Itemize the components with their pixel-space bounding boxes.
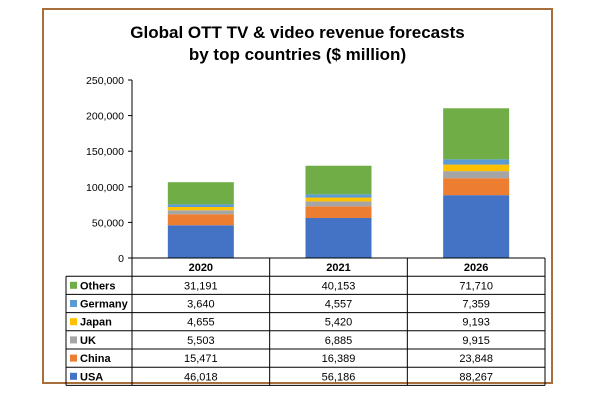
legend-label-germany: Germany (80, 299, 129, 311)
legend-key-germany (70, 300, 77, 307)
data-label: 46,018 (184, 371, 218, 383)
chart-title-line-2: by top countries ($ million) (188, 45, 407, 64)
chart-title-line-1: Global OTT TV & video revenue forecasts (130, 23, 465, 42)
legend-key-usa (70, 372, 77, 380)
data-label: 4,557 (325, 299, 353, 311)
bar-segment-others (167, 182, 234, 205)
data-label: 56,186 (322, 371, 356, 383)
data-label: 5,503 (187, 335, 215, 347)
y-tick-label: 50,000 (92, 217, 124, 229)
data-label: 5,420 (325, 317, 353, 329)
data-label: 31,191 (184, 280, 218, 292)
y-tick-label: 0 (118, 253, 124, 265)
x-category-label: 2026 (464, 262, 488, 274)
bar-segment-germany (443, 159, 510, 165)
x-category-label: 2021 (326, 262, 350, 274)
legend-key-others (70, 281, 77, 289)
legend-label-china: China (80, 353, 111, 365)
data-label: 16,389 (322, 353, 356, 365)
y-tick-label: 200,000 (86, 111, 124, 123)
bar-segment-china (167, 214, 234, 226)
x-category-label: 2020 (189, 262, 213, 274)
bar-segment-germany (167, 204, 234, 207)
chart-title: Global OTT TV & video revenue forecasts … (44, 22, 551, 66)
data-label: 3,640 (187, 299, 215, 311)
legend-key-china (70, 354, 77, 362)
data-label: 23,848 (459, 353, 493, 365)
data-label: 9,915 (462, 335, 490, 347)
legend-label-uk: UK (80, 335, 96, 347)
bar-segment-japan (443, 164, 510, 172)
bar-segment-japan (167, 206, 234, 211)
data-label: 15,471 (184, 353, 218, 365)
bar-segment-uk (443, 171, 510, 179)
legend-label-others: Others (80, 280, 115, 292)
legend-key-japan (70, 318, 77, 326)
bar-segment-uk (305, 201, 372, 207)
legend-label-usa: USA (80, 371, 103, 383)
legend-label-japan: Japan (80, 317, 112, 329)
bar-segment-usa (443, 195, 510, 258)
data-label: 7,359 (462, 299, 490, 311)
y-tick-label: 250,000 (86, 75, 124, 87)
bar-segment-china (305, 206, 372, 218)
bar-segment-others (305, 165, 372, 195)
bar-segment-uk (167, 210, 234, 215)
bar-segment-others (443, 108, 510, 160)
data-label: 4,655 (187, 317, 215, 329)
bar-segment-china (443, 178, 510, 196)
data-label: 6,885 (325, 335, 353, 347)
bar-segment-germany (305, 194, 372, 198)
y-tick-label: 100,000 (86, 182, 124, 194)
bar-segment-usa (305, 217, 372, 258)
data-label: 88,267 (459, 371, 493, 383)
legend-key-uk (70, 336, 77, 344)
data-label: 9,193 (462, 317, 490, 329)
y-tick-label: 150,000 (86, 146, 124, 158)
data-label: 71,710 (459, 280, 493, 292)
bar-segment-japan (305, 197, 372, 202)
data-label: 40,153 (322, 280, 356, 292)
bar-segment-usa (167, 225, 234, 258)
